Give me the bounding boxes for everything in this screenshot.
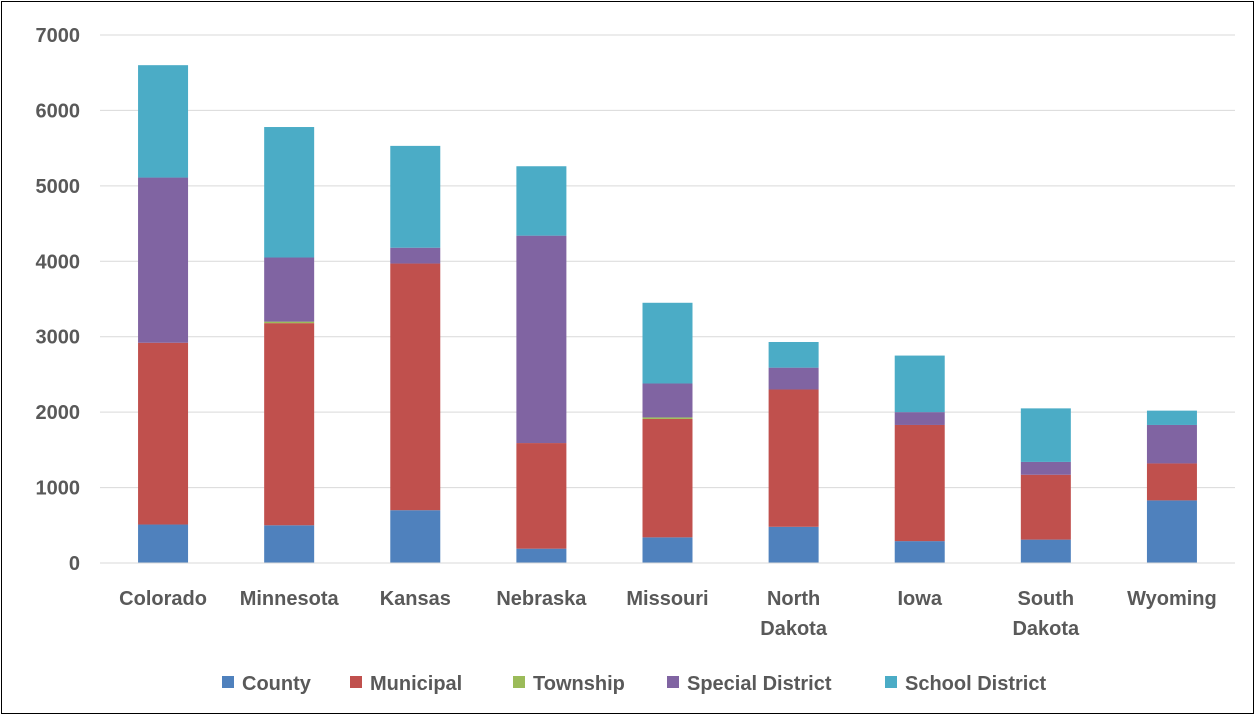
bar-segment-municipal: [138, 342, 189, 525]
bar-segment-school-district: [768, 341, 819, 368]
x-tick-label: Colorado: [119, 588, 207, 610]
y-tick-label: 2000: [36, 402, 81, 424]
y-tick-label: 0: [69, 553, 80, 575]
x-tick-label-line: Missouri: [626, 588, 708, 610]
bar-segment-county: [138, 524, 189, 563]
bar-segment-municipal: [894, 424, 945, 542]
bar-segment-special-district: [138, 177, 189, 343]
bar-segment-municipal: [390, 263, 441, 511]
legend-swatch: [350, 676, 362, 688]
legend-label: School District: [905, 673, 1046, 695]
bar-segment-school-district: [516, 166, 567, 236]
legend-label: County: [242, 673, 312, 695]
y-tick-label: 6000: [36, 100, 81, 122]
legend: County Municipal Township Special District S…: [222, 673, 1046, 695]
bar-segment-special-district: [894, 412, 945, 425]
bar-segment-school-district: [264, 127, 315, 258]
bar-segment-county: [894, 541, 945, 563]
bar-segment-special-district: [516, 235, 567, 444]
x-tick-label: Minnesota: [240, 588, 340, 610]
bar-segment-county: [768, 526, 819, 563]
bar-segment-special-district: [642, 383, 693, 418]
x-tick-label-line: Minnesota: [240, 588, 340, 610]
legend-label: Township: [533, 673, 625, 695]
legend-swatch: [222, 676, 234, 688]
bar-segment-county: [390, 510, 441, 563]
y-tick-label: 5000: [36, 176, 81, 198]
x-tick-label: Iowa: [897, 588, 942, 610]
bar-segment-special-district: [264, 257, 315, 322]
bar-segment-municipal: [1020, 474, 1071, 540]
bar-segment-county: [1020, 539, 1071, 563]
bar-segment-special-district: [768, 367, 819, 390]
y-axis-ticks: 0 1000 2000 3000 4000 5000 6000 7000: [36, 25, 81, 575]
y-tick-label: 1000: [36, 478, 81, 500]
bar-segment-municipal: [642, 418, 693, 538]
legend-label: Municipal: [370, 673, 462, 695]
x-tick-label-line: Dakota: [1012, 618, 1080, 640]
bar-segment-school-district: [642, 302, 693, 384]
bar-segment-special-district: [1020, 461, 1071, 475]
x-tick-label: Wyoming: [1127, 588, 1217, 610]
x-tick-label: Missouri: [626, 588, 708, 610]
x-tick-label-line: Wyoming: [1127, 588, 1217, 610]
bar-segment-township: [642, 417, 693, 419]
bar-segment-municipal: [264, 323, 315, 526]
bar-segment-municipal: [768, 389, 819, 527]
bar-segment-school-district: [1146, 410, 1197, 425]
x-tick-label-line: Kansas: [380, 588, 451, 610]
legend-swatch: [885, 676, 897, 688]
x-tick-label-line: Dakota: [760, 618, 828, 640]
x-tick-label: South Dakota: [1012, 588, 1080, 640]
x-tick-label-line: Nebraska: [496, 588, 587, 610]
y-tick-label: 7000: [36, 25, 81, 47]
bar-segment-county: [264, 525, 315, 563]
x-tick-label-line: North: [767, 588, 820, 610]
bar-segment-county: [642, 537, 693, 563]
bar-segment-school-district: [894, 355, 945, 413]
bar-segment-county: [516, 548, 567, 563]
bar-segment-municipal: [1146, 463, 1197, 501]
bar-segment-school-district: [390, 145, 441, 248]
x-tick-label: Kansas: [380, 588, 451, 610]
x-tick-label-line: Colorado: [119, 588, 207, 610]
legend-swatch: [513, 676, 525, 688]
bar-segment-special-district: [1146, 424, 1197, 464]
x-tick-label: North Dakota: [760, 588, 828, 640]
x-tick-label-line: South: [1018, 588, 1075, 610]
y-tick-label: 4000: [36, 251, 81, 273]
bar-segment-special-district: [390, 247, 441, 264]
bar-segment-municipal: [516, 443, 567, 549]
x-tick-label-line: Iowa: [897, 588, 942, 610]
legend-label: Special District: [687, 673, 832, 695]
legend-swatch: [667, 676, 679, 688]
y-tick-label: 3000: [36, 327, 81, 349]
x-tick-label: Nebraska: [496, 588, 587, 610]
bars: [138, 65, 1197, 563]
bar-segment-township: [264, 321, 315, 324]
bar-segment-county: [1146, 500, 1197, 563]
x-axis-labels: Colorado Minnesota Kansas Nebraska Missouri N…: [119, 588, 1217, 640]
bar-segment-school-district: [138, 65, 189, 178]
bar-segment-school-district: [1020, 408, 1071, 462]
